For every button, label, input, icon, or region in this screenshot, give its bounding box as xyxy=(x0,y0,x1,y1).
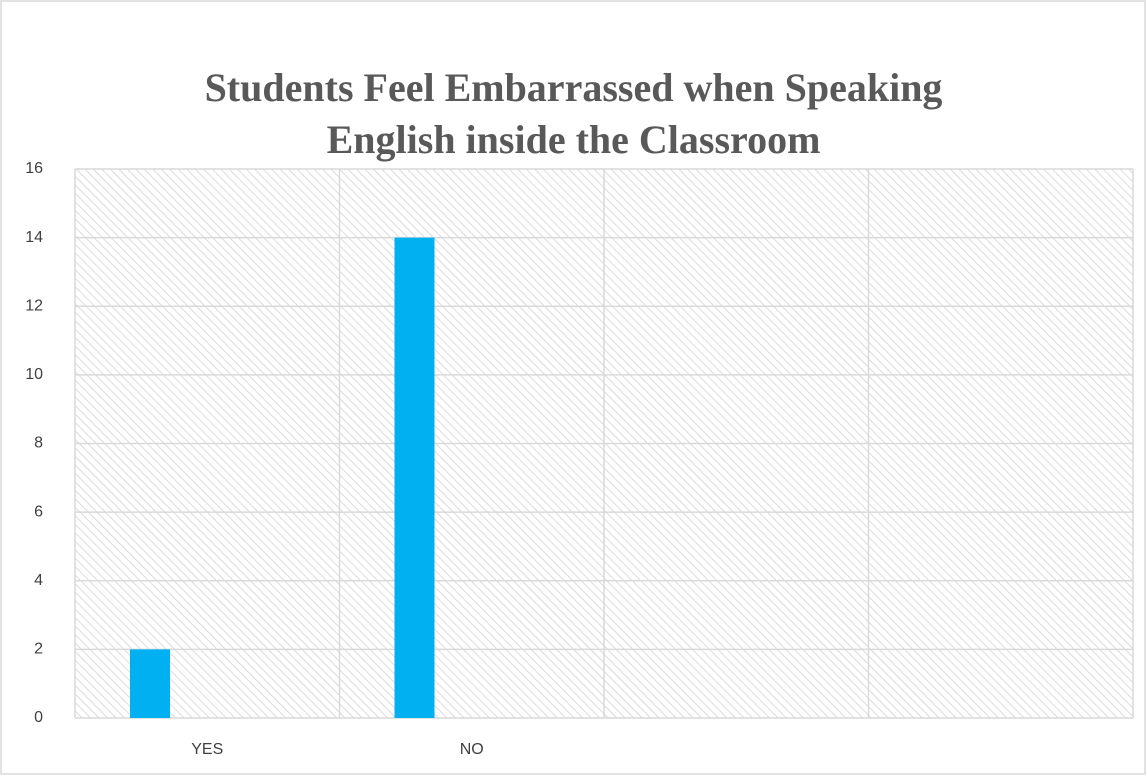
y-tick-label: 16 xyxy=(25,160,43,177)
y-tick-label: 6 xyxy=(34,503,43,520)
chart-title: Students Feel Embarrassed when Speaking … xyxy=(204,65,943,162)
y-tick-label: 12 xyxy=(25,297,43,314)
bar xyxy=(130,649,170,718)
y-tick-label: 8 xyxy=(34,435,43,452)
bar xyxy=(394,237,435,718)
y-tick-label: 4 xyxy=(34,572,43,589)
x-tick-label: NO xyxy=(460,741,484,758)
y-tick-label: 14 xyxy=(25,229,43,246)
y-tick-label: 2 xyxy=(34,641,43,658)
y-tick-label: 10 xyxy=(25,366,43,383)
y-tick-label: 0 xyxy=(34,709,43,726)
title-wrap: Students Feel Embarrassed when Speaking … xyxy=(0,62,1147,166)
x-tick-label: YES xyxy=(191,741,223,758)
